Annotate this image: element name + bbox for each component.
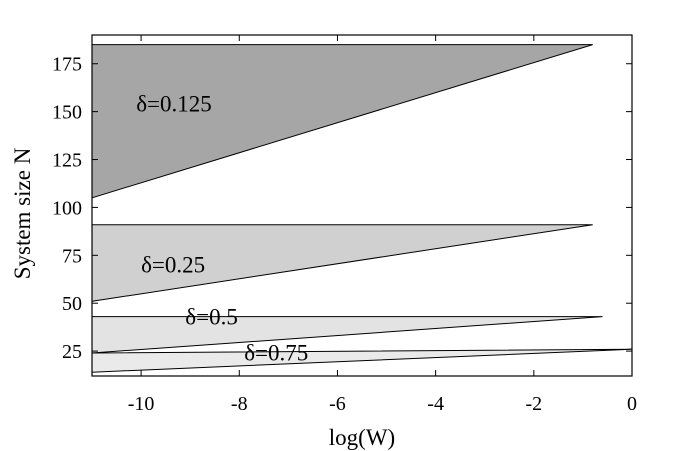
chart-regions — [91, 44, 633, 373]
region-label-1: δ=0.25 — [141, 253, 205, 278]
region-label-2: δ=0.5 — [185, 304, 238, 329]
chart-region-labels: δ=0.125 δ=0.25 δ=0.5δ=0.75 — [136, 92, 308, 366]
x-tick-label: -2 — [525, 393, 542, 415]
y-tick-label: 175 — [52, 54, 82, 76]
y-tick-label: 100 — [52, 197, 82, 219]
x-tick-label: -10 — [128, 393, 155, 415]
x-tick-label: -6 — [329, 393, 346, 415]
y-tick-label: 75 — [62, 245, 82, 267]
plot-frame — [91, 34, 633, 377]
y-axis-ticks: 25 50 75 100 125 150 175 — [52, 54, 632, 363]
x-tick-label: 0 — [627, 393, 637, 415]
x-tick-label: -8 — [231, 393, 248, 415]
y-axis-label: System size N — [10, 147, 35, 279]
y-tick-label: 125 — [52, 150, 82, 172]
x-axis-ticks: -10 -8 -6 -4 -2 0 — [128, 35, 637, 415]
region-0 — [91, 44, 593, 199]
y-tick-label: 50 — [62, 293, 82, 315]
region-label-3: δ=0.75 — [244, 341, 308, 366]
region-2 — [91, 316, 603, 354]
x-axis-label: log(W) — [329, 425, 395, 450]
y-tick-label: 150 — [52, 102, 82, 124]
y-tick-label: 25 — [62, 341, 82, 363]
x-tick-label: -4 — [427, 393, 444, 415]
region-label-0: δ=0.125 — [136, 92, 212, 117]
region-3 — [91, 348, 633, 373]
